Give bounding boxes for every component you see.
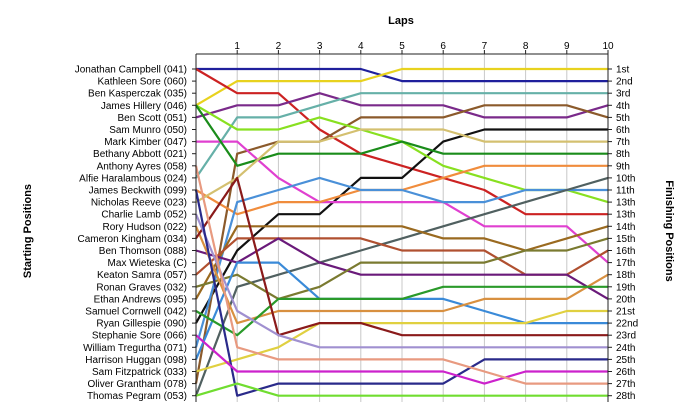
start-position-label: Ryan Gillespie (090) — [96, 319, 187, 330]
x-tick-label: 1 — [234, 41, 240, 52]
start-position-label: Thomas Pegram (053) — [87, 391, 187, 402]
start-position-label: Ben Kasperczak (035) — [88, 89, 187, 100]
finish-position-label: 23rd — [616, 331, 636, 342]
x-tick-label: 6 — [440, 41, 446, 52]
finish-position-label: 6th — [616, 125, 630, 136]
finish-position-label: 2nd — [616, 77, 633, 88]
start-position-label: Ben Thomson (088) — [99, 246, 187, 257]
finish-position-label: 20th — [616, 294, 635, 305]
start-position-label: James Hillery (046) — [101, 101, 187, 112]
start-position-label: Stephanie Sore (066) — [92, 331, 187, 342]
series-line — [196, 140, 609, 264]
series-line — [195, 176, 608, 337]
series-line — [195, 92, 609, 119]
x-tick-label: 4 — [358, 41, 364, 52]
finish-position-label: 18th — [616, 270, 635, 281]
finish-position-label: 19th — [616, 282, 635, 293]
start-position-label: Anthony Ayres (058) — [97, 161, 187, 172]
series-line — [194, 225, 609, 325]
start-position-label: William Tregurtha (071) — [83, 343, 187, 354]
series-lines — [194, 67, 609, 397]
x-tick-labels: 1 2 3 4 5 6 7 8 9 10 — [234, 41, 614, 52]
start-position-label: Oliver Grantham (078) — [88, 379, 187, 390]
grid — [236, 54, 568, 402]
x-tick-label: 10 — [602, 41, 614, 52]
finish-position-label: 11th — [616, 186, 635, 197]
finish-position-label: 16th — [616, 246, 635, 257]
finish-position-label: 4th — [616, 101, 630, 112]
start-position-label: Ben Scott (051) — [118, 113, 187, 124]
x-tick-label: 3 — [317, 41, 323, 52]
start-position-label: Ethan Andrews (095) — [94, 294, 187, 305]
series-line — [196, 67, 608, 83]
finish-position-label: 7th — [616, 137, 630, 148]
finish-position-label: 26th — [616, 367, 635, 378]
series-line — [195, 334, 608, 385]
series-line — [195, 285, 608, 337]
finish-position-label: 3rd — [616, 89, 630, 100]
finish-position-label: 22nd — [616, 319, 638, 330]
start-position-label: Bethany Abbott (021) — [93, 149, 187, 160]
finish-position-label: 21st — [616, 307, 635, 318]
y-axis-title-right: Finishing Positions — [663, 180, 675, 281]
x-tick-label: 5 — [399, 41, 405, 52]
start-position-label: Charlie Lamb (052) — [101, 210, 187, 221]
finish-position-label: 15th — [616, 234, 635, 245]
start-position-label: Keaton Samra (057) — [97, 270, 187, 281]
start-position-label: Sam Munro (050) — [109, 125, 187, 136]
start-position-label: Ronan Graves (032) — [96, 282, 187, 293]
axes — [192, 50, 612, 402]
finish-position-label: 13th — [616, 210, 635, 221]
series-line — [194, 176, 608, 348]
starting-position-labels: Jonathan Campbell (041)Kathleen Sore (06… — [75, 65, 187, 403]
x-tick-label: 9 — [564, 41, 570, 52]
start-position-label: Kathleen Sore (060) — [97, 77, 187, 88]
y-axis-title-left: Starting Positions — [22, 184, 34, 278]
finishing-position-labels: 1st2nd3rd4th5th6th7th8th9th10th11th13th1… — [616, 65, 638, 403]
x-tick-label: 7 — [482, 41, 488, 52]
series-line — [194, 104, 609, 384]
series-line — [194, 189, 608, 397]
start-position-label: Max Wieteska (C) — [108, 258, 187, 269]
series-line — [195, 309, 608, 373]
start-position-label: Alfie Haralambous (024) — [79, 173, 187, 184]
x-tick-label: 2 — [276, 41, 282, 52]
x-tick-label: 8 — [523, 41, 529, 52]
finish-position-label: 17th — [616, 258, 635, 269]
finish-position-label: 10th — [616, 173, 635, 184]
finish-position-label: 25th — [616, 355, 635, 366]
finish-position-label: 8th — [616, 149, 630, 160]
finish-position-label: 28th — [616, 391, 635, 402]
x-axis-title: Laps — [388, 15, 414, 27]
start-position-label: James Beckwith (099) — [89, 186, 187, 197]
series-line — [195, 225, 609, 300]
start-position-label: Samuel Cornwell (042) — [85, 307, 187, 318]
start-position-label: Rory Hudson (022) — [103, 222, 187, 233]
start-position-label: Nicholas Reeve (023) — [91, 198, 187, 209]
start-position-label: Cameron Kingham (034) — [78, 234, 188, 245]
series-line — [195, 382, 608, 397]
series-line — [194, 165, 608, 385]
start-position-label: Harrison Huggan (098) — [85, 355, 187, 366]
series-line — [194, 213, 608, 349]
start-position-label: Jonathan Campbell (041) — [75, 65, 187, 76]
series-line — [195, 237, 609, 300]
series-line — [195, 92, 608, 179]
finish-position-label: 14th — [616, 222, 635, 233]
series-line — [195, 67, 608, 107]
finish-position-label: 27th — [616, 379, 635, 390]
finish-position-label: 13th — [616, 198, 635, 209]
finish-position-label: 9th — [616, 161, 630, 172]
finish-position-label: 1st — [616, 65, 630, 76]
series-line — [195, 68, 608, 216]
start-position-label: Mark Kimber (047) — [104, 137, 187, 148]
series-line — [195, 237, 609, 300]
series-line — [195, 104, 608, 167]
finish-position-label: 24th — [616, 343, 635, 354]
series-line — [195, 128, 608, 204]
start-position-label: Sam Fitzpatrick (033) — [92, 367, 187, 378]
finish-position-label: 5th — [616, 113, 630, 124]
